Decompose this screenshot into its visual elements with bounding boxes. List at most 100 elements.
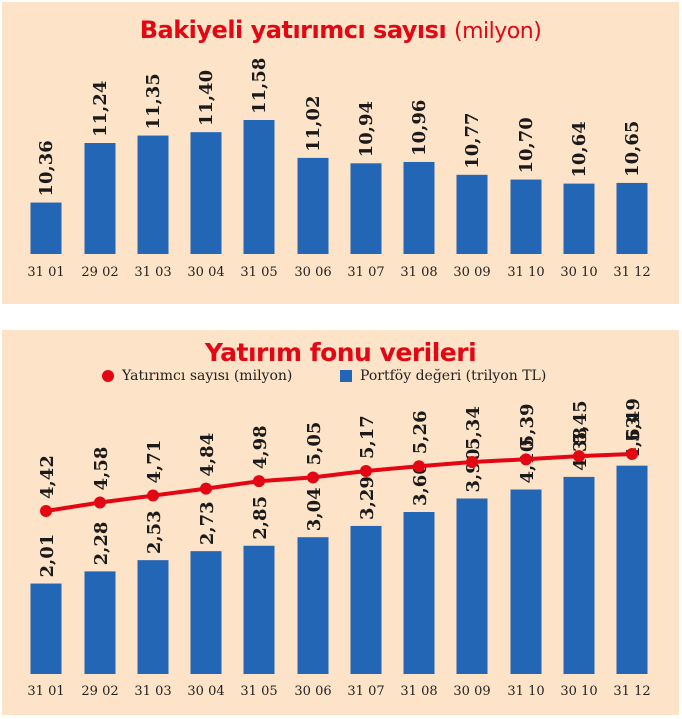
chart2-bar (30, 583, 62, 674)
chart2-line-point (200, 482, 212, 495)
chart2-plot: 2,01 31 01 2,28 29 02 2,53 31 03 2,73 30 04 2,85… (27, 398, 650, 699)
chart1-x-tick-label: 31 05 (240, 265, 277, 280)
chart1-data-label: 11,02 (303, 96, 324, 152)
chart2-investor-line (45, 452, 633, 513)
chart1-x-tick-label: 29 02 (81, 265, 118, 280)
chart1-bar (563, 183, 595, 254)
investor-count-chart-panel: Bakiyeli yatırımcı sayısı (milyon) 10,36… (2, 2, 679, 304)
chart2-x-tick-label: 31 10 (507, 684, 544, 699)
chart1-bar (616, 182, 648, 254)
chart2-line-label: 4,58 (91, 447, 112, 491)
legend-label-investors: Yatırımcı sayısı (milyon) (122, 368, 293, 384)
chart2-bar (403, 512, 435, 674)
chart1-bar (403, 161, 435, 254)
chart1-bar (510, 179, 542, 254)
chart2-bar (350, 525, 382, 674)
chart2-line-point (520, 453, 532, 466)
chart2-x-tick-label: 31 07 (347, 684, 384, 699)
chart2-bar-label: 3,90 (463, 449, 484, 493)
chart1-bar (297, 157, 329, 254)
chart1-data-label: 10,64 (569, 121, 590, 177)
chart2-line-label: 5,39 (517, 403, 538, 447)
chart2-x-tick-label: 30 04 (187, 684, 224, 699)
chart1-title-main: Bakiyeli yatırımcı sayısı (139, 16, 447, 44)
chart2-bar (563, 476, 595, 674)
legend-label-portfolio: Portföy değeri (trilyon TL) (360, 368, 547, 384)
chart2-bar-label: 4,63 (623, 416, 644, 460)
chart1-x-tick-label: 30 09 (453, 265, 490, 280)
chart2-bar-label: 2,73 (197, 501, 218, 545)
chart2-x-tick-label: 30 09 (453, 684, 490, 699)
chart1-bar (350, 163, 382, 254)
chart1-subtitle: (milyon) (454, 19, 542, 44)
legend-item-portfolio: Portföy değeri (trilyon TL) (340, 368, 546, 384)
chart2-line-point (466, 455, 478, 468)
chart2-line-point (413, 460, 425, 473)
chart1-x-tick-label: 31 12 (613, 265, 650, 280)
chart2-line-point (307, 471, 319, 484)
chart2-x-tick-label: 31 12 (613, 684, 650, 699)
chart2-bar (510, 489, 542, 674)
chart1-x-tick-label: 31 07 (347, 265, 384, 280)
chart1-data-label: 10,36 (36, 140, 57, 196)
chart1-title: Bakiyeli yatırımcı sayısı (milyon) (2, 16, 679, 44)
legend-bar-marker (340, 370, 352, 382)
chart1-data-label: 10,96 (409, 100, 430, 156)
chart1-bar (456, 174, 488, 254)
chart2-bar (137, 560, 169, 674)
chart1-x-tick-label: 30 10 (560, 265, 597, 280)
legend-item-investors: Yatırımcı sayısı (milyon) (102, 368, 292, 384)
chart1-x-tick-label: 31 01 (27, 265, 64, 280)
chart1-bar (84, 143, 116, 254)
chart2-line-point (40, 505, 52, 517)
chart2-bar (84, 571, 116, 674)
chart1-data-label: 10,65 (622, 121, 643, 177)
chart1-data-label: 11,58 (249, 58, 270, 114)
chart1-plot: 10,36 31 01 11,24 29 02 11,35 31 03 11,40 30 04… (27, 58, 650, 280)
chart2-bar (456, 498, 488, 674)
chart2-x-tick-label: 30 06 (294, 684, 331, 699)
chart1-x-tick-label: 31 03 (134, 265, 171, 280)
chart2-x-tick-label: 31 05 (240, 684, 277, 699)
chart1-x-tick-label: 31 10 (507, 265, 544, 280)
chart2-line-label: 5,45 (570, 400, 591, 444)
chart1-data-label: 10,70 (516, 117, 537, 173)
chart2-line-label: 4,84 (197, 433, 218, 477)
chart2-line-label: 4,71 (144, 440, 165, 484)
chart2-bar (190, 551, 222, 674)
chart1-bar (190, 132, 222, 254)
chart1-data-label: 11,35 (143, 73, 164, 129)
chart2-bar (243, 545, 275, 674)
chart1-x-tick-label: 30 04 (187, 265, 224, 280)
chart2-bar-label: 2,01 (37, 534, 58, 578)
chart2-line-label: 5,34 (463, 406, 484, 450)
chart2-bar (616, 465, 648, 674)
chart2-bar-label: 3,60 (410, 462, 431, 506)
chart2-line-point (147, 489, 159, 502)
chart1-data-label: 10,94 (356, 101, 377, 157)
chart2-line-label: 5,05 (304, 422, 325, 466)
chart2-line-label: 5,49 (623, 398, 644, 442)
chart2-line-label: 4,42 (37, 455, 58, 499)
chart2-line-point (253, 475, 265, 488)
chart2-x-tick-label: 30 10 (560, 684, 597, 699)
chart2-line-point (626, 448, 638, 460)
fund-data-chart-panel: Yatırım fonu verileri Yatırımcı sayısı (… (2, 330, 679, 715)
chart2-line-label: 4,98 (250, 425, 271, 469)
chart1-bar (30, 202, 62, 254)
chart1-bar (243, 120, 275, 254)
chart1-data-label: 11,24 (90, 81, 111, 137)
chart1-x-tick-label: 30 06 (294, 265, 331, 280)
chart2-bar-label: 2,85 (250, 496, 271, 540)
chart2-line-point (360, 465, 372, 478)
chart2-x-tick-label: 31 08 (400, 684, 437, 699)
chart2-bar-label: 2,53 (144, 510, 165, 554)
chart2-bar-label: 3,04 (304, 487, 325, 531)
chart2-x-tick-label: 31 01 (27, 684, 64, 699)
chart2-bar-label: 2,28 (91, 522, 112, 566)
chart2-bar (297, 537, 329, 674)
chart1-x-tick-label: 31 08 (400, 265, 437, 280)
chart2-x-tick-label: 29 02 (81, 684, 118, 699)
chart2-line-point (94, 496, 106, 509)
chart1-bar (137, 135, 169, 254)
